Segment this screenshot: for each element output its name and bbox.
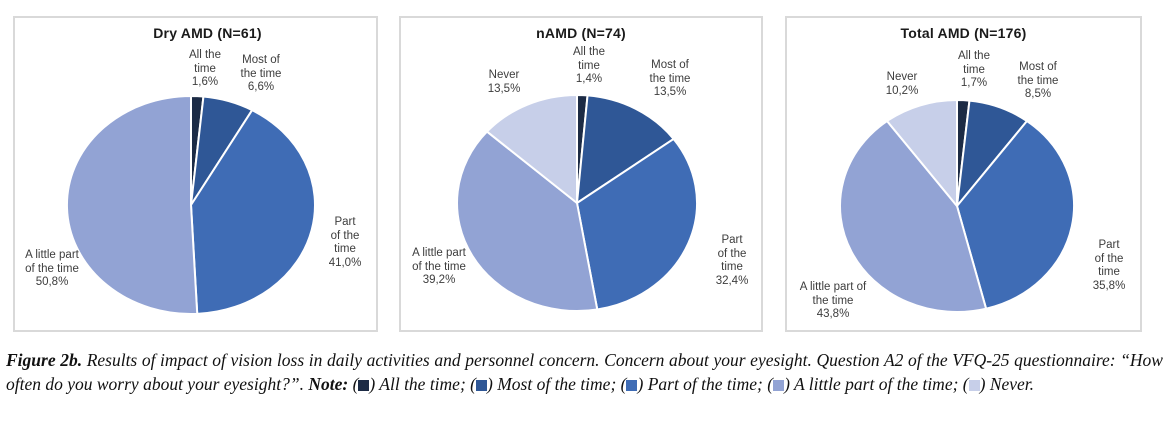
slice-label-part-of-the-time: Part of the time 41,0% [328,216,362,269]
pie-slice [576,94,675,204]
legend-swatch-part-of-the-time [626,380,638,391]
legend-label: All the time; [379,374,466,394]
slice-label-all-the-time: All the time 1,7% [958,50,990,89]
legend-swatch-never [968,380,980,391]
pie-slice [839,120,988,313]
pie-slice [190,109,316,315]
slice-label-never: Never 10,2% [885,71,919,97]
chart-panel-dry-amd: Dry AMD (N=61) All the time 1,6% Most of… [13,16,378,332]
legend-item-never: () Never. [962,374,1035,394]
legend-item-part-of-the-time: () Part of the time; [620,374,763,394]
pie-chart-dry-amd [65,95,316,315]
slice-label-all-the-time: All the time 1,6% [189,49,221,88]
legend-label: A little part of the time; [793,374,959,394]
slice-label-never: Never 13,5% [487,69,521,95]
pie-slice [456,130,599,312]
slice-label-part-of-the-time: Part of the time 32,4% [715,234,749,287]
pie-slice [576,137,698,311]
slice-label-a-little-part: A little part of the time 43,8% [799,281,867,320]
legend-label: Most of the time; [497,374,617,394]
pie-slice [65,95,199,315]
slice-label-most-of-the-time: Most of the time 13,5% [649,59,691,98]
slice-label-all-the-time: All the time 1,4% [573,46,605,85]
figure-label: Figure 2b. [6,350,83,370]
pie-slice [485,94,578,204]
legend-item-all-the-time: () All the time; [352,374,466,394]
slice-label-most-of-the-time: Most of the time 8,5% [1017,61,1059,100]
caption-body: Results of impact of vision loss in dail… [6,350,1163,394]
slice-label-part-of-the-time: Part of the time 35,8% [1092,239,1126,292]
legend-swatch-all-the-time [358,380,370,391]
legend-item-most-of-the-time: () Most of the time; [470,374,617,394]
chart-panel-namd: nAMD (N=74) All the time 1,4% Never 13,5… [399,16,763,332]
slice-label-a-little-part: A little part of the time 39,2% [412,247,466,286]
pie-chart-total-amd [839,98,1075,313]
pie-chart-namd [456,94,698,312]
chart-title: Total AMD (N=176) [900,25,1027,41]
legend-label: Part of the time; [647,374,763,394]
slice-label-a-little-part: A little part of the time 50,8% [25,249,79,288]
legend-item-a-little-part: () A little part of the time; [767,374,959,394]
chart-title: Dry AMD (N=61) [153,25,262,41]
chart-panel-total-amd: Total AMD (N=176) All the time 1,7% Neve… [785,16,1142,332]
slice-label-most-of-the-time: Most of the time 6,6% [240,54,282,93]
pie-slice [886,99,958,207]
pie-slice [956,120,1075,310]
figure-caption: Figure 2b. Results of impact of vision l… [6,348,1163,396]
legend-swatch-a-little-part [773,380,785,391]
legend-swatch-most-of-the-time [476,380,487,391]
chart-title: nAMD (N=74) [536,25,626,41]
note-label: Note: [308,374,349,394]
legend-label: Never. [989,374,1035,394]
